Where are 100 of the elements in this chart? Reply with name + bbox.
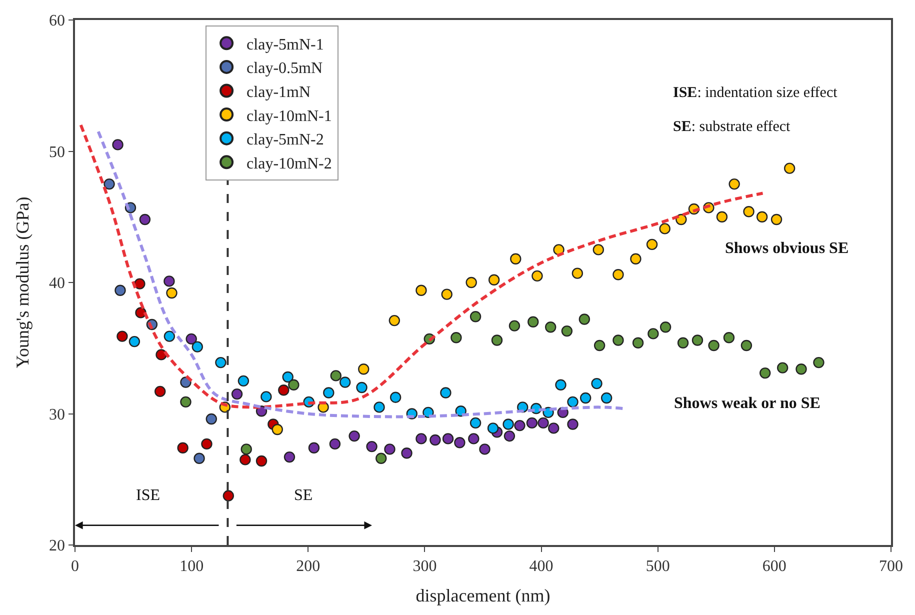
annotation: Shows obvious SE [725,240,849,257]
point [504,430,516,442]
point [166,287,178,299]
point [374,402,385,413]
point [813,356,824,368]
point [240,444,252,455]
point [156,349,167,360]
x-tick-label: 700 [879,558,903,575]
x-tick-label: 500 [646,558,670,575]
point [323,387,334,398]
point [454,437,466,448]
y-tick-label: 50 [49,144,66,161]
point [716,211,728,222]
point [728,178,740,190]
point [594,340,606,352]
point [177,442,188,454]
point [330,370,342,382]
point [215,356,226,368]
point [442,433,454,444]
point [776,362,788,374]
point [545,322,556,333]
legend-label: clay-1mN [246,84,311,101]
annotation: ISE: indentation size effect [673,85,838,101]
point [591,378,602,390]
point [308,442,320,454]
point [376,452,387,464]
point [114,284,126,296]
legend-label: clay-10mN-1 [246,108,332,125]
point [659,223,670,234]
point [401,448,412,459]
point [660,322,672,333]
legend-label: clay-10mN-2 [246,155,332,172]
point [356,382,368,394]
point [580,392,592,404]
y-tick-label: 60 [49,12,66,30]
point [528,316,539,328]
legend-label: clay-5mN-2 [246,132,324,149]
point [567,396,578,408]
x-tick-label: 0 [71,558,79,575]
point [201,438,212,450]
point [600,392,612,404]
point [222,490,234,502]
legend-label: clay-0.5mN [246,60,323,78]
point [612,269,624,280]
point [388,314,400,326]
point [538,417,549,429]
x-axis-title: displacement (nm) [416,586,550,606]
point [532,270,543,282]
point [260,391,272,402]
x-tick-label: 300 [412,558,437,575]
point [708,340,720,352]
point [164,276,175,287]
point [561,325,573,337]
point [784,162,796,174]
point [770,214,782,226]
point [526,417,538,429]
point [491,334,503,346]
point [284,451,296,463]
annotation: SE: substrate effect [673,119,792,135]
point [450,332,462,344]
point [677,337,689,348]
point [194,452,205,464]
point [186,333,197,345]
point [466,276,477,288]
y-axis-title: Young's modulus (GPa) [12,196,33,368]
point [548,422,560,434]
point [416,433,427,444]
point [648,328,659,340]
legend-label: clay-5mN-1 [246,36,324,54]
point [502,418,514,430]
point [430,434,441,446]
annotation: SE [294,487,313,504]
point [384,444,396,455]
point [479,444,490,455]
point [104,178,115,190]
point [154,386,166,398]
point [240,454,251,466]
point [366,440,378,452]
annotation: Shows weak or no SE [674,395,820,412]
point [508,320,520,332]
point [510,253,522,264]
annotation: ISE [136,487,160,504]
point [180,396,192,408]
point [192,341,203,352]
point [288,379,300,390]
point [572,268,584,279]
point [756,211,768,222]
point [646,238,658,250]
point [630,253,642,264]
point [487,422,499,434]
x-tick-label: 600 [762,558,786,575]
point [116,330,128,342]
point [743,206,754,218]
point [139,214,151,226]
point [578,314,590,325]
point [723,332,735,344]
point [440,387,452,398]
point [358,364,370,375]
point [555,379,566,390]
point [272,424,283,436]
